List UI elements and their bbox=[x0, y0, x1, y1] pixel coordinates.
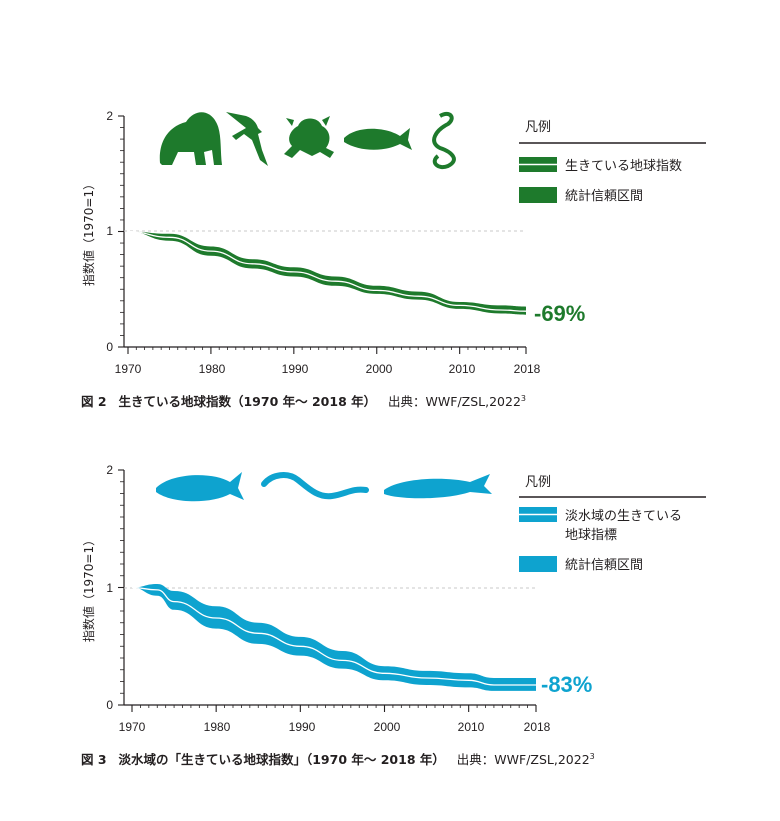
chart-1-confidence-band bbox=[128, 231, 526, 315]
chart-1-caption-ref: 3 bbox=[520, 393, 527, 403]
chart-2-y-axis-label: 指数値（1970=1） bbox=[81, 534, 96, 642]
chart-2-caption-text: 淡水域の「生きている地球指数」（1970 年〜 2018 年） bbox=[118, 752, 445, 767]
chart-2-legend-label-index-1: 淡水域の生きている bbox=[565, 509, 682, 524]
chart-1-caption-number: 図 2 bbox=[81, 394, 107, 409]
chart-1-minor-ticks bbox=[118, 115, 527, 354]
chart-1-xtick-1990: 1990 bbox=[282, 362, 309, 376]
chart-2-ytick-1: 1 bbox=[106, 581, 113, 595]
chart-1-xtick-1970: 1970 bbox=[115, 362, 142, 376]
chart-2-legend: 凡例 淡水域の生きている 地球指標 統計信頼区間 bbox=[519, 475, 706, 573]
chart-2-xtick-1970: 1970 bbox=[119, 720, 146, 734]
chart-2-caption-source: 出典：WWF/ZSL,2022 bbox=[456, 752, 590, 767]
chart-2-index-line bbox=[131, 586, 536, 686]
chart-2-confidence-band bbox=[132, 584, 536, 691]
chart-1-caption-text: 生きている地球指数（1970 年〜 2018 年） bbox=[118, 394, 377, 409]
chart-2-xtick-1990: 1990 bbox=[289, 720, 316, 734]
chart-1-xtick-2010: 2010 bbox=[449, 362, 476, 376]
chart-1-ytick-0: 0 bbox=[106, 340, 113, 354]
snake-icon bbox=[432, 111, 456, 169]
chart-1-icons bbox=[159, 111, 456, 169]
chart-2-legend-swatch-band bbox=[519, 556, 557, 572]
chart-1-xtick-2000: 2000 bbox=[366, 362, 393, 376]
chart-2-caption: 図 3 淡水域の「生きている地球指数」（1970 年〜 2018 年） 出典：W… bbox=[81, 749, 595, 768]
chart-1-xtick-2018: 2018 bbox=[514, 362, 541, 376]
chart-2-ytick-0: 0 bbox=[106, 698, 113, 712]
chart-2-xtick-1980: 1980 bbox=[204, 720, 231, 734]
chart-1-legend-title: 凡例 bbox=[525, 120, 551, 135]
chart-1: 2 1 0 1970 1980 1990 2000 2010 2018 指数値（… bbox=[81, 109, 706, 376]
chart-1-xtick-1980: 1980 bbox=[199, 362, 226, 376]
chart-1-ytick-1: 1 bbox=[106, 224, 113, 238]
fish-icon bbox=[344, 128, 412, 150]
chart-2-legend-label-ci: 統計信頼区間 bbox=[565, 557, 643, 573]
chart-1-legend: 凡例 生きている地球指数 統計信頼区間 bbox=[519, 120, 706, 204]
gorilla-icon bbox=[159, 112, 222, 165]
chart-1-caption: 図 2 生きている地球指数（1970 年〜 2018 年） 出典：WWF/ZSL… bbox=[81, 391, 526, 410]
chart-2-legend-title: 凡例 bbox=[525, 475, 551, 490]
chart-1-legend-label-index: 生きている地球指数 bbox=[565, 159, 682, 174]
chart-1-caption-source: 出典：WWF/ZSL,2022 bbox=[388, 394, 521, 409]
chart-2-xtick-2010: 2010 bbox=[458, 720, 485, 734]
sturgeon-icon bbox=[384, 474, 492, 499]
chart-1-legend-swatch-line bbox=[519, 157, 557, 172]
chart-2-caption-number: 図 3 bbox=[81, 752, 107, 767]
chart-2: 2 1 0 1970 1980 1990 2000 2010 2018 指数値（… bbox=[81, 463, 706, 734]
chart-1-legend-label-ci: 統計信頼区間 bbox=[565, 188, 643, 204]
bird-icon bbox=[226, 112, 268, 166]
chart-2-icons bbox=[156, 472, 492, 502]
chart-2-caption-ref: 3 bbox=[589, 751, 595, 761]
chart-1-index-line bbox=[127, 230, 527, 312]
chart-2-change-annotation: -83% bbox=[541, 672, 592, 697]
chart-2-minor-ticks bbox=[118, 469, 537, 712]
frog-icon bbox=[284, 116, 334, 158]
eel-icon bbox=[261, 472, 369, 500]
fish-icon bbox=[156, 472, 244, 502]
chart-1-ytick-2: 2 bbox=[106, 109, 113, 123]
chart-2-ytick-2: 2 bbox=[106, 463, 113, 477]
chart-1-legend-swatch-band bbox=[519, 187, 557, 203]
chart-1-change-annotation: -69% bbox=[534, 301, 585, 326]
chart-2-xtick-2018: 2018 bbox=[524, 720, 551, 734]
chart-2-legend-swatch-line bbox=[519, 507, 557, 522]
chart-1-y-axis-label: 指数値（1970=1） bbox=[81, 178, 96, 286]
chart-2-xtick-2000: 2000 bbox=[374, 720, 401, 734]
chart-2-legend-label-index-2: 地球指標 bbox=[565, 528, 617, 543]
